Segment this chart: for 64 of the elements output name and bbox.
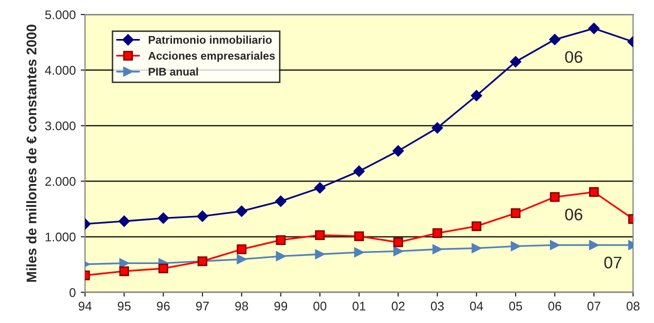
- x-tick-label: 94: [78, 302, 92, 311]
- point: [550, 192, 560, 202]
- point: [589, 240, 599, 250]
- point: [472, 221, 482, 232]
- point: [158, 264, 168, 274]
- point: [472, 243, 482, 254]
- point: [589, 187, 599, 197]
- x-tick-label: 96: [156, 302, 170, 311]
- x-tick-label: 01: [352, 302, 366, 311]
- legend-label: PIB anual: [148, 67, 198, 76]
- point: [392, 145, 404, 157]
- y-axis-title: Miles de millones de € constantes 2000: [26, 24, 36, 282]
- annotation: 07: [604, 256, 622, 268]
- point: [354, 247, 364, 258]
- annotation: 06: [565, 208, 582, 220]
- point: [276, 251, 286, 262]
- point: [315, 249, 325, 260]
- x-tick-label: 07: [587, 302, 600, 311]
- point: [353, 166, 365, 177]
- point: [196, 210, 208, 222]
- point: [510, 56, 522, 68]
- point: [236, 244, 246, 254]
- y-tick-label: 5.000: [45, 10, 76, 20]
- point: [354, 231, 364, 242]
- x-tick-label: 97: [196, 302, 209, 311]
- point: [236, 206, 248, 217]
- x-tick-label: 02: [392, 302, 405, 311]
- x-tick-label: 95: [118, 302, 131, 311]
- point: [550, 240, 560, 250]
- point: [549, 34, 560, 46]
- y-tick-label: 0: [70, 288, 76, 297]
- point: [510, 208, 520, 218]
- point: [510, 241, 520, 252]
- y-tick-label: 1.000: [46, 232, 76, 242]
- legend-label: Acciones empresariales: [148, 52, 275, 62]
- annotation: 06: [565, 51, 582, 63]
- point: [314, 182, 326, 194]
- point: [158, 212, 169, 224]
- point: [236, 254, 246, 264]
- point: [432, 244, 442, 254]
- point: [393, 237, 404, 248]
- point: [470, 90, 482, 102]
- x-tick-label: 98: [235, 302, 248, 311]
- point: [119, 266, 130, 276]
- point: [119, 258, 130, 268]
- x-tick-label: 05: [509, 302, 522, 311]
- x-tick-label: 03: [430, 302, 444, 311]
- legend-label: Patrimonio inmobiliario: [148, 36, 272, 44]
- point: [276, 235, 286, 245]
- point: [315, 230, 325, 240]
- y-tick-label: 2.000: [45, 177, 76, 186]
- point: [432, 228, 442, 238]
- y-tick-label: 3.000: [45, 121, 76, 130]
- point: [275, 196, 286, 207]
- point: [588, 22, 600, 34]
- x-tick-label: 04: [470, 302, 484, 311]
- y-tick-label: 4.000: [45, 66, 76, 75]
- x-tick-label: 99: [274, 302, 288, 311]
- x-tick-label: 08: [626, 302, 640, 311]
- point: [432, 122, 443, 134]
- point: [118, 216, 130, 227]
- x-tick-label: 00: [313, 302, 326, 311]
- x-tick-label: 06: [548, 302, 562, 311]
- point: [393, 246, 404, 256]
